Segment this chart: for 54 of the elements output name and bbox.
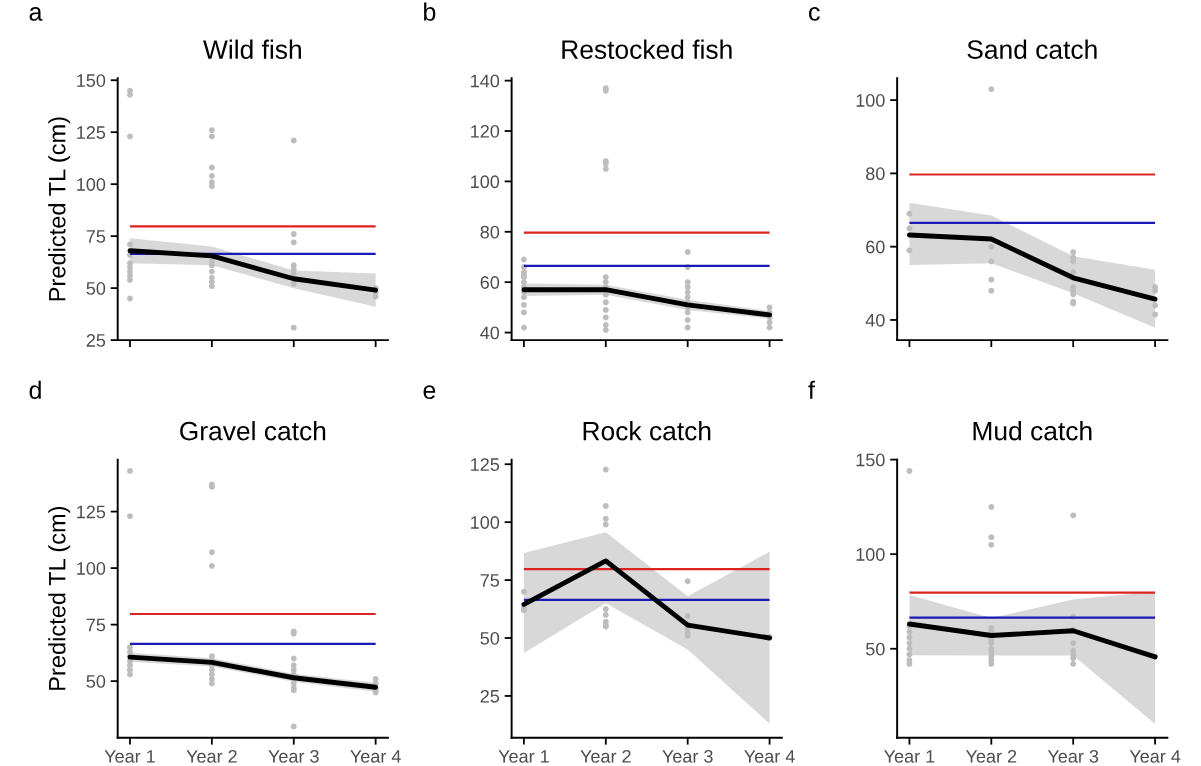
chart-title: Gravel catch [180, 421, 326, 441]
y-axis-title: Predicted TL (cm) [48, 506, 71, 690]
x-tick-label: Year 3 [662, 749, 713, 763]
x-tick-label: Year 3 [268, 749, 319, 763]
chart-title: Rock catch [583, 421, 711, 441]
y-tick-label: 100 [77, 178, 106, 191]
x-tick-label: Year 1 [498, 750, 549, 763]
y-tick-label: 140 [471, 74, 500, 88]
y-tick-label: 75 [480, 574, 500, 587]
chart-title: Restocked fish [562, 39, 732, 59]
y-tick-label: 80 [866, 167, 885, 181]
y-tick-label: 100 [471, 516, 500, 529]
y-tick-label: 75 [86, 230, 106, 243]
text: e [423, 385, 436, 400]
y-tick-label: 25 [86, 334, 106, 347]
y-tick-label: 125 [77, 126, 106, 139]
text: b [424, 2, 436, 21]
y-tick-label: 125 [77, 505, 106, 519]
y-tick-label: 50 [480, 631, 500, 645]
chart-title: Wild fish [203, 39, 301, 59]
x-tick-label: Year 4 [1129, 750, 1181, 763]
text: d [29, 380, 41, 400]
y-axis-title: Predicted TL (cm) [48, 117, 71, 301]
x-tick-label: Year 2 [965, 749, 1017, 763]
y-tick-label: 25 [480, 689, 500, 703]
x-tick-label: Year 4 [350, 750, 401, 763]
text: c [809, 7, 820, 21]
y-tick-label: 75 [86, 618, 106, 632]
y-tick-label: 50 [865, 642, 885, 656]
chart-title: Mud catch [973, 421, 1092, 441]
text: a [29, 7, 43, 21]
y-tick-label: 40 [480, 326, 500, 340]
chart-title: Sand catch [967, 39, 1097, 59]
text: f [808, 380, 815, 399]
y-tick-label: 100 [856, 94, 885, 107]
x-tick-label: Year 1 [884, 750, 935, 763]
y-tick-label: 125 [471, 458, 500, 471]
y-tick-label: 100 [856, 548, 885, 561]
y-tick-label: 100 [77, 562, 106, 575]
y-tick-label: 60 [480, 276, 500, 289]
y-tick-label: 120 [471, 124, 500, 138]
y-tick-label: 100 [471, 175, 500, 189]
x-tick-label: Year 1 [104, 750, 155, 763]
x-tick-label: Year 2 [580, 749, 631, 763]
x-tick-label: Year 4 [744, 750, 795, 763]
y-tick-label: 50 [86, 282, 106, 295]
y-tick-label: 50 [86, 675, 106, 688]
y-tick-label: 60 [866, 240, 885, 254]
y-tick-label: 80 [480, 225, 500, 239]
x-tick-label: Year 2 [186, 749, 237, 763]
y-tick-label: 40 [865, 313, 885, 327]
y-tick-label: 150 [856, 453, 885, 467]
x-tick-label: Year 3 [1047, 749, 1099, 763]
y-tick-label: 150 [77, 74, 106, 87]
